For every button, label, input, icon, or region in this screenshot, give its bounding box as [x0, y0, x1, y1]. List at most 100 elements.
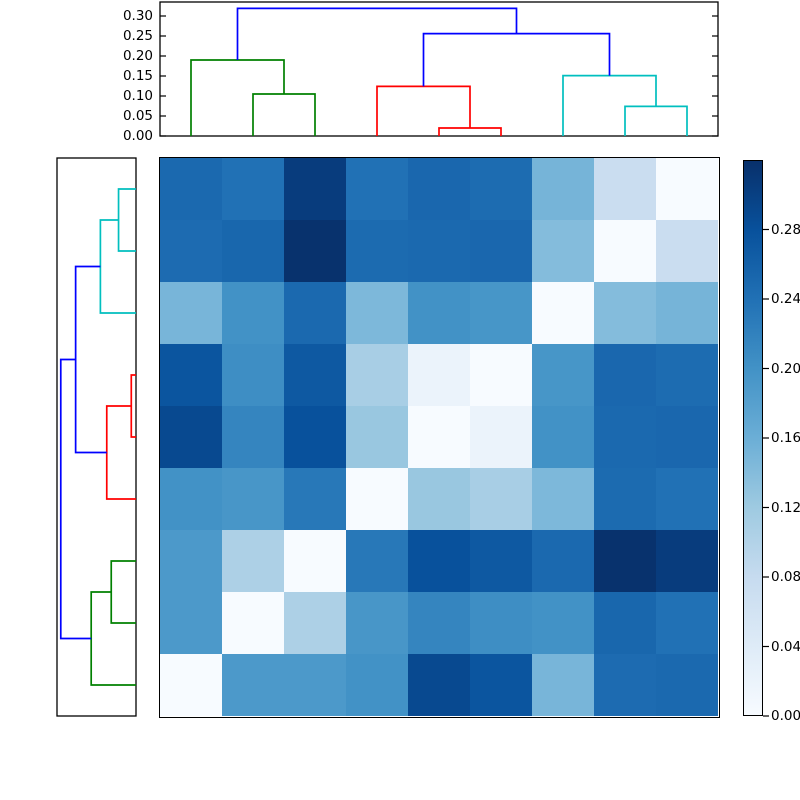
top-dendrogram-frame	[159, 1, 719, 137]
heatmap-cell	[159, 219, 222, 282]
heatmap-cell	[159, 405, 222, 469]
heatmap-cell	[345, 468, 408, 531]
heatmap-cell	[283, 654, 346, 717]
heatmap-cell	[594, 281, 657, 344]
heatmap-cell	[594, 468, 657, 531]
heatmap-cell	[407, 281, 471, 344]
heatmap-cell	[532, 157, 595, 220]
heatmap-cell	[221, 592, 284, 655]
heatmap-cell	[532, 405, 595, 469]
heatmap-cell	[283, 405, 346, 469]
left-dendrogram-link	[59, 358, 92, 640]
heatmap-cell	[594, 530, 657, 593]
colorbar-gradient	[744, 161, 762, 715]
heatmap-cell	[345, 405, 408, 469]
heatmap-cell	[221, 405, 284, 469]
heatmap-cell	[594, 343, 657, 406]
heatmap-cell	[656, 281, 719, 344]
heatmap-cell	[407, 654, 471, 717]
heatmap-cell	[159, 157, 222, 220]
heatmap-cell	[159, 654, 222, 717]
left-dendrogram-frame	[56, 157, 137, 717]
heatmap-cell	[470, 530, 533, 593]
heatmap-cell	[159, 343, 222, 406]
heatmap-cell	[159, 592, 222, 655]
top-dendrogram-link	[438, 127, 502, 136]
heatmap-cell	[345, 530, 408, 593]
heatmap-cell	[656, 405, 719, 469]
heatmap-cell	[283, 157, 346, 220]
heatmap-cell	[594, 157, 657, 220]
heatmap-cell	[594, 219, 657, 282]
colorbar	[743, 160, 763, 716]
heatmap-cell	[407, 405, 471, 469]
heatmap-cell	[345, 654, 408, 717]
top-dendrogram-link	[252, 93, 316, 136]
heatmap-cell	[221, 468, 284, 531]
heatmap-cell	[532, 654, 595, 717]
heatmap-cell	[532, 592, 595, 655]
left-dendrogram-link	[74, 265, 107, 454]
heatmap-cell	[159, 530, 222, 593]
heatmap-cell	[221, 157, 284, 220]
heatmap-cell	[532, 530, 595, 593]
heatmap-cell	[283, 343, 346, 406]
heatmap-cell	[221, 343, 284, 406]
heatmap-cell	[532, 343, 595, 406]
heatmap-cell	[470, 654, 533, 717]
heatmap-cell	[656, 592, 719, 655]
heatmap-cell	[656, 468, 719, 531]
heatmap-cell	[656, 343, 719, 406]
heatmap-cell	[594, 592, 657, 655]
heatmap-cell	[594, 405, 657, 469]
heatmap-cell	[283, 281, 346, 344]
heatmap-cell	[407, 157, 471, 220]
heatmap-cell	[656, 530, 719, 593]
heatmap-cell	[345, 157, 408, 220]
heatmap-cell	[221, 530, 284, 593]
heatmap-cell	[470, 281, 533, 344]
heatmap-cell	[345, 592, 408, 655]
heatmap-matrix	[158, 156, 720, 718]
heatmap-cell	[470, 405, 533, 469]
heatmap-cell	[470, 343, 533, 406]
heatmap-cell	[656, 219, 719, 282]
top-dendrogram-link	[236, 7, 518, 60]
heatmap-cell	[532, 281, 595, 344]
heatmap-cell	[221, 281, 284, 344]
heatmap-cell	[407, 530, 471, 593]
heatmap-cell	[407, 468, 471, 531]
heatmap-cell	[345, 219, 408, 282]
heatmap-cell	[470, 592, 533, 655]
top-dendrogram-link	[190, 59, 285, 136]
heatmap-cell	[594, 654, 657, 717]
heatmap-cell	[159, 281, 222, 344]
heatmap-cell	[345, 281, 408, 344]
heatmap-cell	[656, 157, 719, 220]
heatmap-cell	[221, 219, 284, 282]
heatmap-cell	[470, 219, 533, 282]
top-dendrogram-link	[422, 32, 611, 87]
left-dendrogram-link	[110, 560, 136, 624]
heatmap-cell	[532, 219, 595, 282]
heatmap-cell	[159, 468, 222, 531]
left-dendrogram-link	[130, 374, 136, 438]
heatmap-cell	[407, 343, 471, 406]
heatmap-cell	[283, 592, 346, 655]
heatmap-cell	[470, 468, 533, 531]
heatmap-cell	[283, 468, 346, 531]
heatmap-cell	[407, 592, 471, 655]
heatmap-cell	[283, 219, 346, 282]
heatmap-cell	[656, 654, 719, 717]
heatmap-cell	[345, 343, 408, 406]
heatmap-cell	[532, 468, 595, 531]
heatmap-cell	[221, 654, 284, 717]
left-dendrogram-link	[117, 188, 136, 252]
heatmap-cell	[470, 157, 533, 220]
heatmap-cell	[283, 530, 346, 593]
top-dendrogram-link	[624, 105, 688, 136]
heatmap-cell	[407, 219, 471, 282]
left-dendrogram-link	[90, 591, 136, 686]
